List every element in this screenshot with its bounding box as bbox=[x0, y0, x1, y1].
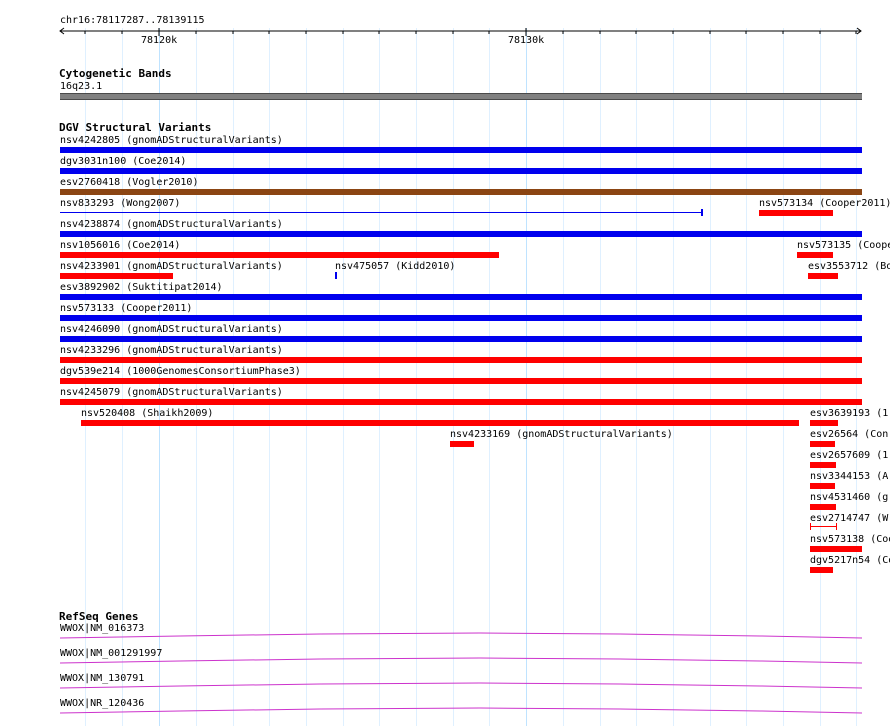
dgv-track-title: DGV Structural Variants bbox=[59, 121, 212, 134]
variant-label: nsv573134 (Cooper2011) bbox=[759, 198, 890, 209]
variant-label: esv3892902 (Suktitipat2014) bbox=[60, 282, 223, 293]
gene-model[interactable] bbox=[60, 657, 862, 665]
ruler-label-78120k: 78120k bbox=[141, 35, 178, 46]
variant-label: nsv573133 (Cooper2011) bbox=[60, 303, 193, 314]
variant-label: nsv573135 (Coope bbox=[797, 240, 890, 251]
cytoband-label: 16q23.1 bbox=[60, 81, 103, 92]
gene-label: WWOX|NR_120436 bbox=[60, 698, 145, 709]
variant-feature[interactable] bbox=[759, 210, 833, 216]
cytoband-bar[interactable] bbox=[60, 93, 862, 100]
variant-feature[interactable] bbox=[60, 252, 499, 258]
variant-feature[interactable] bbox=[810, 567, 833, 573]
variant-feature[interactable] bbox=[60, 147, 862, 153]
variant-label: esv3639193 (1( bbox=[810, 408, 890, 419]
variant-label: nsv475057 (Kidd2010) bbox=[335, 261, 456, 272]
variant-feature[interactable] bbox=[60, 189, 862, 195]
variant-feature[interactable] bbox=[60, 273, 173, 279]
variant-label: esv2657609 (1( bbox=[810, 450, 890, 461]
variant-feature-start bbox=[810, 523, 811, 530]
variant-feature[interactable] bbox=[60, 336, 862, 342]
variant-label: nsv520408 (Shaikh2009) bbox=[81, 408, 214, 419]
gene-model[interactable] bbox=[60, 632, 862, 640]
variant-feature[interactable] bbox=[335, 272, 337, 279]
variant-feature[interactable] bbox=[60, 357, 862, 363]
variant-feature[interactable] bbox=[60, 315, 862, 321]
variant-label: nsv4246090 (gnomADStructuralVariants) bbox=[60, 324, 283, 335]
variant-label: nsv4233169 (gnomADStructuralVariants) bbox=[450, 429, 673, 440]
variant-feature[interactable] bbox=[60, 212, 702, 213]
ruler-location: chr16:78117287..78139115 bbox=[60, 15, 205, 26]
variant-feature[interactable] bbox=[810, 546, 862, 552]
variant-label: nsv573138 (Coo bbox=[810, 534, 890, 545]
gene-label: WWOX|NM_016373 bbox=[60, 623, 145, 634]
variant-label: nsv4242805 (gnomADStructuralVariants) bbox=[60, 135, 283, 146]
variant-feature[interactable] bbox=[797, 252, 833, 258]
gene-label: WWOX|NM_001291997 bbox=[60, 648, 163, 659]
variant-feature[interactable] bbox=[60, 399, 862, 405]
ruler-label-78130k: 78130k bbox=[508, 35, 545, 46]
variant-feature-end bbox=[701, 209, 703, 216]
cytoband-track-title: Cytogenetic Bands bbox=[59, 67, 172, 80]
variant-feature[interactable] bbox=[60, 168, 862, 174]
gene-label: WWOX|NM_130791 bbox=[60, 673, 145, 684]
variant-feature[interactable] bbox=[810, 526, 837, 527]
variant-label: dgv539e214 (1000GenomesConsortiumPhase3) bbox=[60, 366, 301, 377]
variant-feature-end bbox=[836, 523, 837, 530]
variant-feature[interactable] bbox=[810, 504, 836, 510]
variant-label: esv3553712 (Bo bbox=[808, 261, 890, 272]
variant-feature[interactable] bbox=[81, 420, 799, 426]
variant-label: nsv833293 (Wong2007) bbox=[60, 198, 181, 209]
variant-label: esv2760418 (Vogler2010) bbox=[60, 177, 199, 188]
variant-label: esv26564 (Conr bbox=[810, 429, 890, 440]
variant-label: dgv5217n54 (Co bbox=[810, 555, 890, 566]
variant-feature[interactable] bbox=[60, 378, 862, 384]
variant-feature[interactable] bbox=[810, 420, 838, 426]
variant-label: nsv3344153 (A( bbox=[810, 471, 890, 482]
variant-feature[interactable] bbox=[60, 231, 862, 237]
variant-label: nsv4233296 (gnomADStructuralVariants) bbox=[60, 345, 283, 356]
variant-label: nsv4245079 (gnomADStructuralVariants) bbox=[60, 387, 283, 398]
variant-label: nsv1056016 (Coe2014) bbox=[60, 240, 181, 251]
ruler-axis bbox=[59, 27, 862, 36]
variant-label: nsv4531460 (g( bbox=[810, 492, 890, 503]
variant-feature[interactable] bbox=[810, 441, 835, 447]
variant-feature[interactable] bbox=[810, 483, 835, 489]
gene-model[interactable] bbox=[60, 682, 862, 690]
variant-label: dgv3031n100 (Coe2014) bbox=[60, 156, 187, 167]
refseq-track-title: RefSeq Genes bbox=[59, 610, 139, 623]
variant-feature[interactable] bbox=[810, 462, 836, 468]
variant-label: nsv4233901 (gnomADStructuralVariants) bbox=[60, 261, 283, 272]
variant-feature[interactable] bbox=[60, 294, 862, 300]
variant-label: esv2714747 (W( bbox=[810, 513, 890, 524]
variant-feature[interactable] bbox=[450, 441, 474, 447]
variant-feature[interactable] bbox=[808, 273, 838, 279]
gene-model[interactable] bbox=[60, 707, 862, 715]
variant-label: nsv4238874 (gnomADStructuralVariants) bbox=[60, 219, 283, 230]
